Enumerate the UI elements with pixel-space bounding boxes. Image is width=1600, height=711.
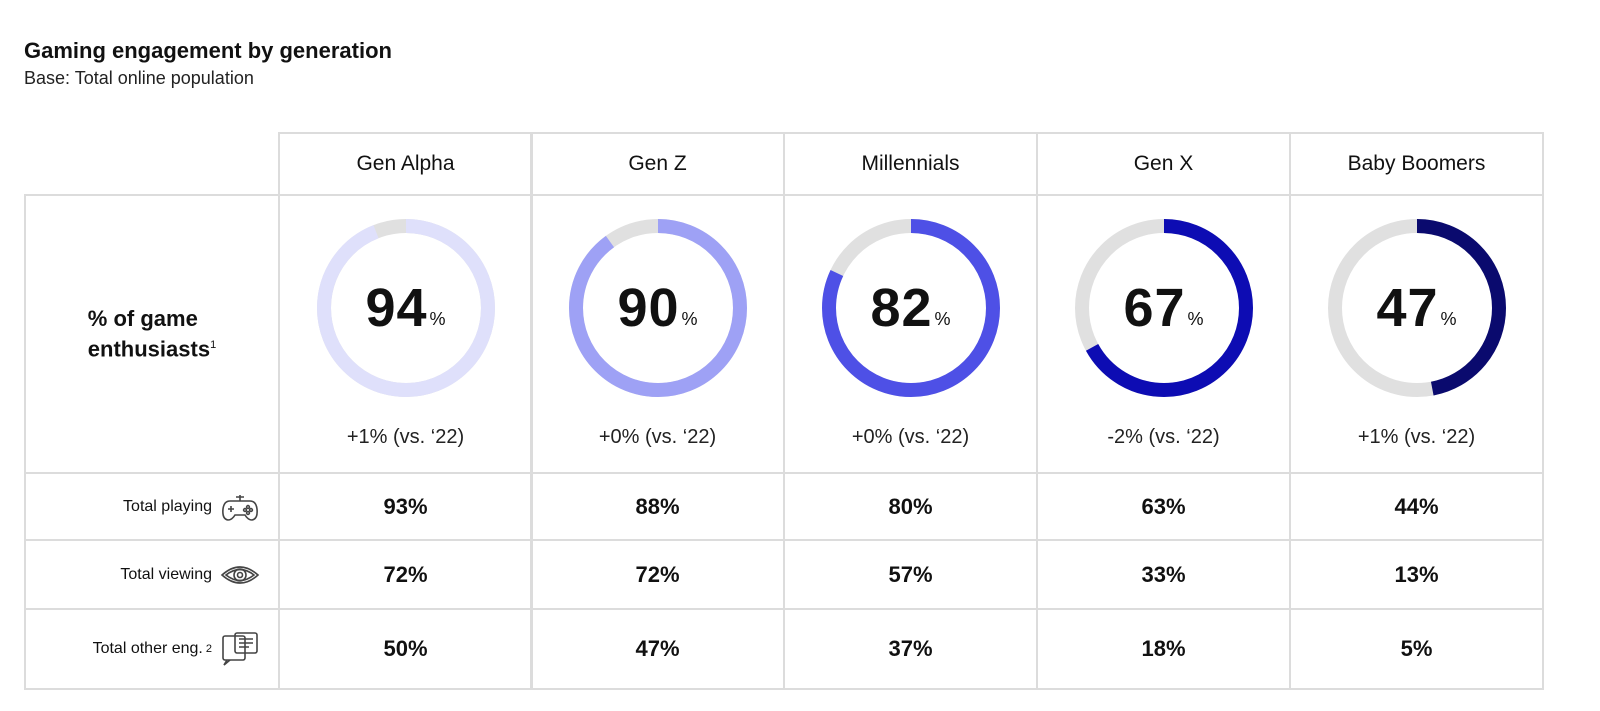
- enthusiasts-label-line2: enthusiasts1: [88, 332, 216, 362]
- eye-icon: [220, 557, 260, 593]
- donut-cell-millennials: 82% +0% (vs. ‘22): [783, 194, 1038, 474]
- donut-svg: [821, 219, 1000, 397]
- metric-value: 88%: [530, 472, 785, 541]
- enthusiasts-label-line2-text: enthusiasts: [87, 336, 211, 362]
- donut-value-number: 90: [617, 278, 680, 338]
- donut-value-unit: %: [1187, 308, 1204, 329]
- column-header-millennials: Millennials: [783, 132, 1038, 196]
- chat-bubbles-icon: [220, 631, 260, 667]
- donut-svg: [316, 219, 495, 397]
- donut-value-number: 82: [870, 278, 933, 338]
- donut-value-number: 67: [1123, 278, 1186, 338]
- metric-value: 33%: [1036, 539, 1291, 610]
- donut-svg: [1327, 219, 1506, 397]
- metric-label-text: Total viewing: [120, 565, 212, 583]
- donut-svg: [1074, 219, 1253, 397]
- donut-chart: 94%: [308, 210, 504, 406]
- metric-value: 37%: [783, 608, 1038, 690]
- metric-value: 93%: [278, 472, 533, 541]
- enthusiasts-row-label: % of game enthusiasts1: [24, 194, 280, 474]
- donut-value-unit: %: [1440, 308, 1457, 329]
- change-vs-22: -2% (vs. ‘22): [1107, 426, 1220, 448]
- donut-value-number: 47: [1376, 278, 1439, 338]
- metric-value: 63%: [1036, 472, 1291, 541]
- metric-footnote: 2: [205, 643, 212, 655]
- page-subtitle: Base: Total online population: [24, 68, 254, 88]
- metric-label-text: Total playing: [123, 497, 212, 515]
- donut-arc-gen-x: [1074, 219, 1253, 397]
- chat-bubbles-icon: [222, 632, 258, 666]
- change-vs-22: +0% (vs. ‘22): [598, 426, 717, 448]
- column-header-gen-z: Gen Z: [530, 132, 785, 196]
- donut-value-number: 94: [365, 278, 428, 338]
- donut-arc-baby-boomers: [1327, 219, 1506, 397]
- donut-value: 94%: [308, 210, 504, 406]
- gamepad-icon: [222, 494, 258, 521]
- donut-arc-gen-z: [568, 219, 747, 397]
- metric-value: 13%: [1289, 539, 1544, 610]
- donut-value: 90%: [560, 210, 756, 406]
- donut-value-unit: %: [934, 308, 951, 329]
- donut-cell-baby-boomers: 47% +1% (vs. ‘22): [1289, 194, 1544, 474]
- gamepad-icon: [220, 489, 260, 525]
- metric-value: 47%: [530, 608, 785, 690]
- enthusiasts-label-text: % of game enthusiasts1: [88, 306, 216, 362]
- enthusiasts-label-line1: % of game: [87, 305, 198, 331]
- metric-row-label-total-viewing: Total viewing: [24, 539, 280, 610]
- metric-value: 72%: [530, 539, 785, 610]
- change-vs-22: +1% (vs. ‘22): [346, 426, 465, 448]
- metric-value: 50%: [278, 608, 533, 690]
- donut-chart: 47%: [1319, 210, 1515, 406]
- donut-cell-gen-x: 67% -2% (vs. ‘22): [1036, 194, 1291, 474]
- metric-value: 57%: [783, 539, 1038, 610]
- eye-icon: [220, 565, 260, 584]
- enthusiasts-footnote: 1: [210, 338, 217, 351]
- metric-label-text: Total other eng.: [92, 640, 203, 657]
- metric-value: 44%: [1289, 472, 1544, 541]
- donut-arc-gen-alpha: [316, 219, 495, 397]
- metric-value: 5%: [1289, 608, 1544, 690]
- metric-row-label-total-playing: Total playing: [24, 472, 280, 541]
- change-vs-22: +0% (vs. ‘22): [851, 426, 970, 448]
- change-vs-22: +1% (vs. ‘22): [1357, 426, 1476, 448]
- donut-value: 47%: [1319, 210, 1515, 406]
- donut-cell-gen-z: 90% +0% (vs. ‘22): [530, 194, 785, 474]
- column-header-gen-alpha: Gen Alpha: [278, 132, 533, 196]
- column-header-baby-boomers: Baby Boomers: [1289, 132, 1544, 196]
- donut-chart: 90%: [560, 210, 756, 406]
- donut-value: 82%: [813, 210, 1009, 406]
- engagement-table: Gen Alpha Gen Z Millennials Gen X Baby Boome…: [24, 132, 1580, 690]
- column-header-gen-x: Gen X: [1036, 132, 1291, 196]
- metric-value: 18%: [1036, 608, 1291, 690]
- metric-value: 80%: [783, 472, 1038, 541]
- page-title: Gaming engagement by generation: [24, 38, 392, 63]
- metric-row-label-total-other-eng-: Total other eng. 2: [24, 608, 280, 690]
- donut-svg: [568, 219, 747, 397]
- metric-value: 72%: [278, 539, 533, 610]
- donut-value: 67%: [1066, 210, 1262, 406]
- donut-cell-gen-alpha: 94% +1% (vs. ‘22): [278, 194, 533, 474]
- donut-chart: 67%: [1066, 210, 1262, 406]
- donut-arc-millennials: [821, 219, 1000, 397]
- donut-value-unit: %: [429, 308, 446, 329]
- donut-value-unit: %: [681, 308, 698, 329]
- donut-chart: 82%: [813, 210, 1009, 406]
